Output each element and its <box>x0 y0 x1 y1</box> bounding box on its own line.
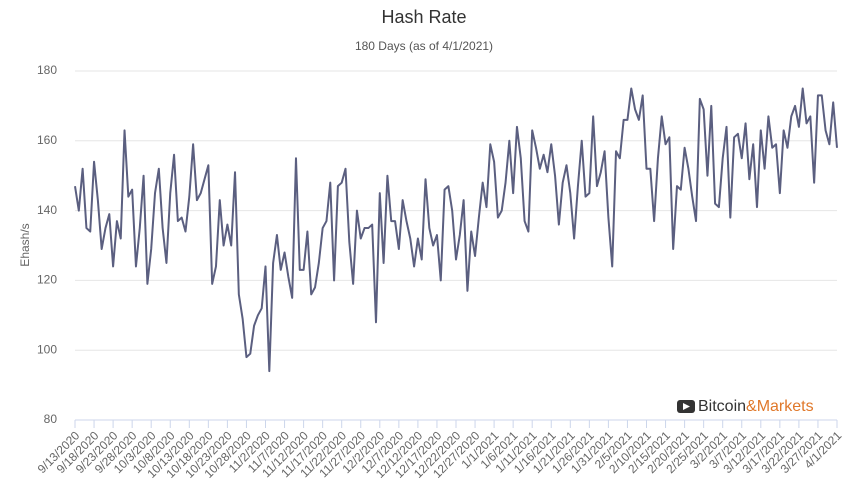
logo: Bitcoin&Markets <box>698 398 814 415</box>
y-tick-label: 80 <box>44 412 58 426</box>
chart-title: Hash Rate <box>381 7 466 27</box>
y-tick-label: 100 <box>37 342 57 356</box>
y-tick-label: 140 <box>37 203 57 217</box>
y-tick-label: 120 <box>37 273 57 287</box>
y-tick-label: 180 <box>37 63 57 77</box>
y-axis-label: Ehash/s <box>18 223 32 266</box>
chart-subtitle: 180 Days (as of 4/1/2021) <box>355 39 493 53</box>
logo-icon-play <box>683 403 690 410</box>
line <box>74 87 838 373</box>
logo-text-accent: &Markets <box>746 398 814 415</box>
y-tick-label: 160 <box>37 133 57 147</box>
logo-text: Bitcoin <box>698 398 746 415</box>
